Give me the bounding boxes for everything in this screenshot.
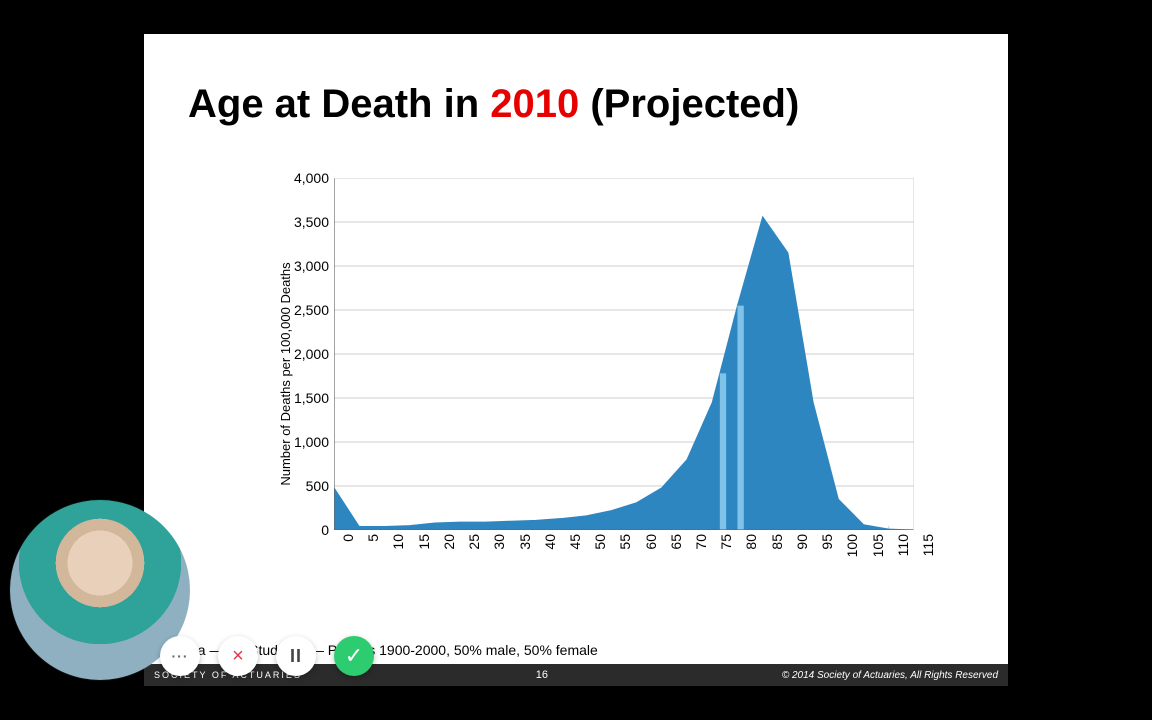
x-tick-label: 0 <box>340 534 356 542</box>
x-tick-label: 15 <box>416 534 432 550</box>
y-tick-label: 1,500 <box>274 390 329 406</box>
x-tick-label: 25 <box>466 534 482 550</box>
x-tick-label: 20 <box>441 534 457 550</box>
slide-title: Age at Death in 2010 (Projected) <box>188 82 799 127</box>
chart-container: Number of Deaths per 100,000 Deaths 0500… <box>234 164 924 584</box>
x-tick-label: 115 <box>920 534 936 556</box>
y-tick-label: 4,000 <box>274 170 329 186</box>
x-tick-label: 65 <box>668 534 684 550</box>
y-tick-label: 2,500 <box>274 302 329 318</box>
x-tick-label: 100 <box>844 534 860 557</box>
title-prefix: Age at Death in <box>188 82 490 126</box>
x-tick-label: 30 <box>491 534 507 550</box>
pause-recording-button[interactable]: II <box>276 636 316 676</box>
x-tick-label: 40 <box>542 534 558 550</box>
presentation-slide: Age at Death in 2010 (Projected) Number … <box>144 34 1008 686</box>
y-tick-label: 1,000 <box>274 434 329 450</box>
cancel-recording-button[interactable]: × <box>218 636 258 676</box>
x-tick-label: 5 <box>365 534 381 542</box>
x-tick-label: 50 <box>592 534 608 550</box>
x-tick-label: 60 <box>643 534 659 550</box>
title-suffix: (Projected) <box>579 82 799 126</box>
x-tick-label: 55 <box>617 534 633 550</box>
y-tick-label: 3,000 <box>274 258 329 274</box>
x-tick-label: 95 <box>819 534 835 550</box>
x-tick-label: 105 <box>870 534 886 557</box>
x-tick-label: 90 <box>794 534 810 550</box>
x-tick-label: 45 <box>567 534 583 550</box>
x-tick-label: 35 <box>517 534 533 550</box>
y-tick-label: 0 <box>274 522 329 538</box>
x-tick-label: 85 <box>769 534 785 550</box>
x-tick-label: 75 <box>718 534 734 550</box>
footer-page-number: 16 <box>536 669 548 681</box>
y-axis-ticks: 05001,0001,5002,0002,5003,0003,5004,000 <box>274 178 329 530</box>
x-axis-ticks: 0 5 10 15 20 25 30 35 40 45 50 55 60 65 70 75 80 85 90 95 10… <box>334 534 914 584</box>
x-tick-label: 80 <box>743 534 759 550</box>
chart-plot <box>334 178 914 530</box>
title-year: 2010 <box>490 82 579 126</box>
y-tick-label: 500 <box>274 478 329 494</box>
recording-controls: ··· × II ✓ <box>160 636 374 676</box>
y-tick-label: 3,500 <box>274 214 329 230</box>
x-tick-label: 70 <box>693 534 709 550</box>
footer-copyright: © 2014 Society of Actuaries, All Rights … <box>782 670 998 681</box>
finish-recording-button[interactable]: ✓ <box>334 636 374 676</box>
x-tick-label: 10 <box>390 534 406 550</box>
area-chart-svg <box>334 178 914 530</box>
y-tick-label: 2,000 <box>274 346 329 362</box>
x-tick-label: 110 <box>895 534 911 556</box>
more-options-button[interactable]: ··· <box>160 636 200 676</box>
